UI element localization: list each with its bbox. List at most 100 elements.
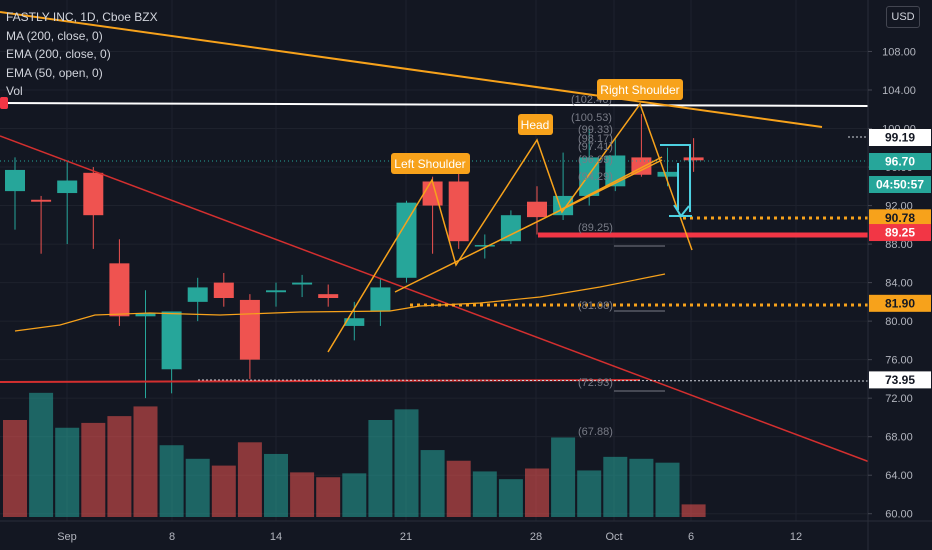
price-tick-label: 104.00: [882, 85, 916, 97]
time-tick-label: Sep: [57, 531, 77, 543]
fib-label: (94.29): [578, 171, 613, 183]
price-tick-label: 84.00: [885, 278, 913, 290]
price-label: 04:50:57: [876, 178, 924, 192]
price-label: 81.90: [885, 296, 915, 310]
price-tick-label: 108.00: [882, 46, 916, 58]
volume-bar: [55, 427, 80, 517]
head-label: Head: [518, 114, 553, 135]
candle-body: [527, 201, 547, 218]
price-label: 90.78: [885, 211, 915, 225]
volume-bar: [603, 456, 628, 517]
price-label: 89.25: [885, 226, 915, 240]
svg-text:Left Shoulder: Left Shoulder: [394, 157, 465, 171]
symbol-title[interactable]: FASTLY INC, 1D, Cboe BZX: [6, 10, 158, 24]
volume-bar: [394, 409, 419, 517]
time-tick-label: 12: [790, 531, 802, 543]
red-trendline: [0, 135, 876, 465]
candle-body: [239, 299, 260, 360]
volume-bar: [525, 468, 549, 517]
price-label-bg: [869, 176, 931, 193]
volume-bar: [29, 392, 54, 517]
price-tick-label: 80.00: [885, 316, 913, 328]
volume-bar: [107, 416, 132, 517]
candle-body: [5, 169, 25, 192]
svg-text:Head: Head: [521, 118, 550, 132]
time-tick-label: 8: [169, 531, 175, 543]
volume-bar: [342, 473, 367, 517]
price-label: 96.70: [885, 155, 915, 169]
fib-label: (67.88): [578, 426, 613, 438]
cyan-projection: [660, 144, 691, 212]
price-label-bg: [869, 153, 931, 170]
price-label: 73.95: [885, 373, 915, 387]
fib-label: (96.09): [578, 154, 613, 166]
indicator-vol[interactable]: Vol: [6, 84, 23, 98]
indicator-ema200[interactable]: EMA (200, close, 0): [6, 47, 111, 61]
fib-label: (100.53): [571, 112, 612, 124]
candle-body: [344, 318, 365, 326]
volume-bar: [185, 458, 210, 517]
candle-body: [83, 172, 104, 216]
volume-bar: [133, 406, 158, 517]
price-tick-label: 76.00: [885, 355, 913, 367]
volume-bar: [211, 465, 236, 517]
volume-bar: [577, 470, 602, 517]
price-label-bg: [869, 209, 931, 227]
volume-bar: [420, 450, 445, 517]
drawings: [0, 11, 876, 465]
volume-bar: [681, 504, 706, 517]
volume-bar: [446, 460, 471, 517]
volume-bar: [629, 458, 654, 517]
candle-body: [266, 290, 286, 293]
neckline-upper: [559, 156, 663, 211]
indicator-ma200[interactable]: MA (200, close, 0): [6, 28, 103, 43]
candle-body: [422, 181, 443, 206]
price-tick-label: 68.00: [885, 432, 913, 444]
candle-body: [135, 313, 156, 317]
candle-body: [213, 282, 234, 299]
candle-body: [683, 157, 704, 161]
fib-labels: (102.46) (100.53) (99.33) (98.17) (97.41…: [571, 94, 613, 438]
time-tick-label: Oct: [605, 531, 622, 543]
price-label-bg: [869, 294, 931, 312]
white-horizontal-line: [0, 102, 869, 107]
neckline-lower: [394, 159, 663, 293]
volume-bar: [81, 422, 106, 517]
candle-body: [187, 287, 208, 302]
time-tick-label: 21: [400, 531, 412, 543]
ema-line: [14, 273, 666, 332]
indicator-ema50[interactable]: EMA (50, open, 0): [6, 65, 103, 80]
currency-button[interactable]: USD: [886, 6, 920, 28]
price-tick-label: 88.00: [885, 239, 913, 251]
volume-bar: [498, 479, 523, 517]
volume-bar: [316, 477, 341, 517]
candle-body: [474, 245, 495, 247]
candle-body: [448, 181, 469, 242]
volume-bar: [3, 420, 27, 517]
candle-body: [396, 202, 417, 278]
volume-bar: [237, 442, 262, 517]
price-label-bg: [869, 129, 931, 146]
price-tick-label: 72.00: [885, 393, 913, 405]
time-tick-label: 28: [530, 531, 542, 543]
head-shoulders-pattern: [327, 102, 693, 353]
volume-bar: [472, 471, 497, 517]
candle-body: [318, 294, 339, 299]
volume-bar: [551, 437, 576, 517]
volume-bar: [368, 420, 393, 517]
fib-label: (81.08): [578, 300, 613, 312]
time-tick-label: 14: [270, 531, 282, 543]
pattern-labels: Left Shoulder Head Right Shoulder: [391, 79, 683, 174]
price-tick-label: 60.00: [885, 509, 913, 521]
red-marker: [0, 97, 8, 109]
volume-bar: [655, 462, 680, 517]
candle-body: [370, 287, 391, 312]
price-tick-label: 64.00: [885, 470, 913, 482]
candle-body: [500, 215, 521, 242]
price-label-bg: [869, 224, 931, 242]
volume-bar: [290, 472, 315, 517]
price-label-bg: [869, 371, 931, 389]
time-axis[interactable]: Sep 8 14 21 28 Oct 6 12: [57, 531, 802, 543]
